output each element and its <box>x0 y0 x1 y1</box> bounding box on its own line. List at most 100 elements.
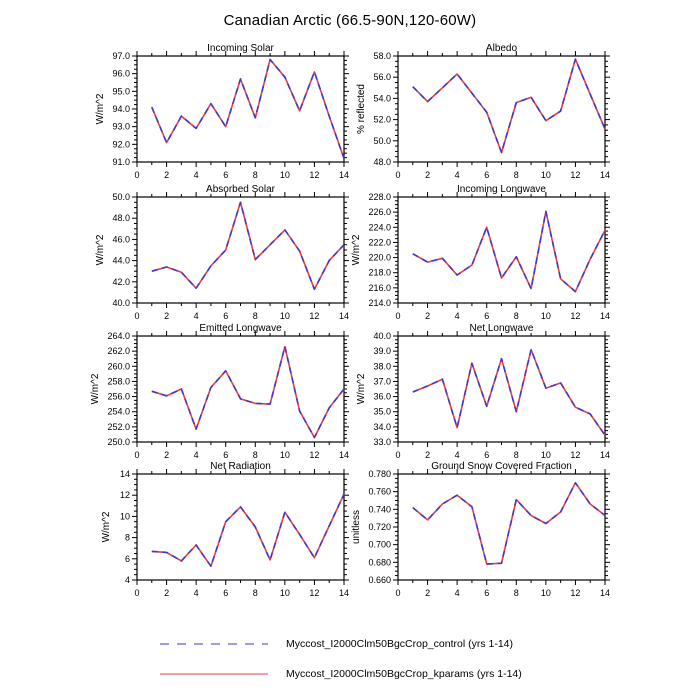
x-tick-label: 10 <box>541 311 551 321</box>
y-tick-label: 94.0 <box>112 104 130 114</box>
y-tick-label: 93.0 <box>112 122 130 132</box>
x-tick-label: 0 <box>134 170 139 180</box>
x-tick-label: 2 <box>164 170 169 180</box>
x-tick-label: 8 <box>514 588 519 598</box>
y-tick-label: 256.0 <box>107 392 130 402</box>
y-tick-label: 38.0 <box>373 361 391 371</box>
x-tick-label: 12 <box>309 170 319 180</box>
y-tick-label: 37.0 <box>373 376 391 386</box>
y-tick-label: 50.0 <box>373 136 391 146</box>
x-tick-label: 8 <box>253 170 258 180</box>
x-tick-label: 14 <box>339 450 349 460</box>
y-tick-label: 97.0 <box>112 51 130 61</box>
x-tick-label: 12 <box>570 170 580 180</box>
y-tick-label: 95.0 <box>112 86 130 96</box>
x-tick-label: 14 <box>339 311 349 321</box>
y-tick-label: 40.0 <box>112 298 130 308</box>
y-tick-label: 0.760 <box>368 487 391 497</box>
subplot-ground-snow-covered-fraction: Ground Snow Covered Fraction 0 2 4 6 8 10 12 14 0… <box>351 461 610 598</box>
y-tick-label: 58.0 <box>373 51 391 61</box>
x-tick-label: 8 <box>253 588 258 598</box>
x-tick-label: 4 <box>194 170 199 180</box>
y-tick-label: 48.0 <box>112 213 130 223</box>
y-tick-label: 54.0 <box>373 93 391 103</box>
y-tick-label: 0.660 <box>368 575 391 585</box>
x-tick-label: 6 <box>484 588 489 598</box>
y-tick-label: 252.0 <box>107 422 130 432</box>
x-tick-label: 2 <box>425 588 430 598</box>
x-tick-label: 10 <box>280 450 290 460</box>
series-line-kparams <box>412 481 606 565</box>
x-tick-label: 12 <box>570 588 580 598</box>
subplot-absorbed-solar: Absorbed Solar 0 2 4 6 8 10 12 14 40.0 42.0 44.0 46.… <box>95 184 349 321</box>
y-tick-label: 222.0 <box>368 237 391 247</box>
subplot-net-radiation: Net Radiation 0 2 4 6 8 10 12 14 4 6 8 10 12 14 W/m^2 <box>101 461 349 598</box>
subplot-title: Incoming Solar <box>207 43 274 54</box>
y-tick-label: 228.0 <box>368 192 391 202</box>
series-line-kparams <box>151 345 345 439</box>
x-tick-label: 0 <box>395 311 400 321</box>
y-tick-label: 36.0 <box>373 392 391 402</box>
x-tick-label: 8 <box>514 450 519 460</box>
page-title: Canadian Arctic (66.5-90N,120-60W) <box>223 12 477 29</box>
series-line-kparams <box>412 348 606 436</box>
x-tick-label: 6 <box>484 170 489 180</box>
y-tick-label: 48.0 <box>373 157 391 167</box>
x-tick-label: 0 <box>395 588 400 598</box>
y-tick-label: 56.0 <box>373 72 391 82</box>
x-tick-label: 6 <box>223 588 228 598</box>
y-tick-label: 96.0 <box>112 69 130 79</box>
x-tick-label: 4 <box>455 170 460 180</box>
subplot-title: Ground Snow Covered Fraction <box>431 461 572 472</box>
y-tick-label: 10 <box>120 511 130 521</box>
x-tick-label: 6 <box>223 311 228 321</box>
legend-label-kparams: Myccost_I2000Clm50BgcCrop_kparams (yrs 1… <box>286 668 522 680</box>
y-tick-label: 226.0 <box>368 207 391 217</box>
x-tick-label: 0 <box>134 450 139 460</box>
y-tick-label: 35.0 <box>373 407 391 417</box>
y-tick-label: 0.720 <box>368 522 391 532</box>
y-tick-label: 214.0 <box>368 298 391 308</box>
y-tick-label: 0.680 <box>368 557 391 567</box>
series-line-control <box>151 201 345 291</box>
y-axis-label: W/m^2 <box>95 93 106 124</box>
y-tick-label: 0.740 <box>368 504 391 514</box>
x-tick-label: 4 <box>455 450 460 460</box>
x-tick-label: 12 <box>309 311 319 321</box>
y-tick-label: 12 <box>120 490 130 500</box>
x-tick-label: 14 <box>600 588 610 598</box>
x-tick-label: 0 <box>395 170 400 180</box>
subplot-title: Incoming Longwave <box>457 184 546 195</box>
legend-entry-kparams: Myccost_I2000Clm50BgcCrop_kparams (yrs 1… <box>158 667 522 681</box>
y-tick-label: 42.0 <box>112 277 130 287</box>
x-tick-label: 14 <box>600 450 610 460</box>
y-axis-label: W/m^2 <box>356 373 367 404</box>
x-tick-label: 4 <box>194 450 199 460</box>
legend: Myccost_I2000Clm50BgcCrop_control (yrs 1… <box>158 637 522 681</box>
x-tick-label: 6 <box>223 170 228 180</box>
y-tick-label: 14 <box>120 469 130 479</box>
x-tick-label: 4 <box>194 311 199 321</box>
x-tick-label: 0 <box>134 588 139 598</box>
y-tick-label: 40.0 <box>373 331 391 341</box>
series-line-control <box>412 481 606 565</box>
x-tick-label: 2 <box>164 588 169 598</box>
x-tick-label: 4 <box>455 588 460 598</box>
series-line-control <box>412 210 606 293</box>
y-tick-label: 92.0 <box>112 139 130 149</box>
x-tick-label: 10 <box>280 170 290 180</box>
y-tick-label: 6 <box>125 554 130 564</box>
x-tick-label: 12 <box>570 450 580 460</box>
y-tick-label: 220.0 <box>368 253 391 263</box>
series-line-kparams <box>412 210 606 293</box>
y-tick-label: 218.0 <box>368 268 391 278</box>
series-line-kparams <box>151 201 345 291</box>
subplot-incoming-solar: Incoming Solar 0 2 4 6 8 10 12 14 91.0 92.0 93.0 94.… <box>95 43 349 180</box>
subplot-title: Net Radiation <box>210 461 271 472</box>
subplot-incoming-longwave: Incoming Longwave 0 2 4 6 8 10 12 14 214.0 216.0 21… <box>351 184 610 321</box>
y-tick-label: 258.0 <box>107 376 130 386</box>
y-tick-label: 50.0 <box>112 192 130 202</box>
y-axis-label: W/m^2 <box>101 511 112 542</box>
